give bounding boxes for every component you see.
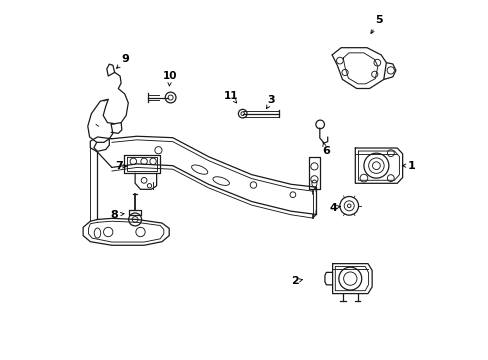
Text: 5: 5 bbox=[374, 15, 382, 26]
Text: 6: 6 bbox=[322, 146, 329, 156]
Text: 8: 8 bbox=[111, 210, 118, 220]
Text: 9: 9 bbox=[121, 54, 129, 64]
Text: 4: 4 bbox=[329, 203, 337, 213]
Text: 7: 7 bbox=[115, 161, 122, 171]
Text: 1: 1 bbox=[407, 161, 414, 171]
Text: 11: 11 bbox=[223, 91, 238, 102]
Text: 10: 10 bbox=[163, 71, 177, 81]
Text: 3: 3 bbox=[266, 95, 274, 105]
Text: 2: 2 bbox=[290, 276, 298, 286]
